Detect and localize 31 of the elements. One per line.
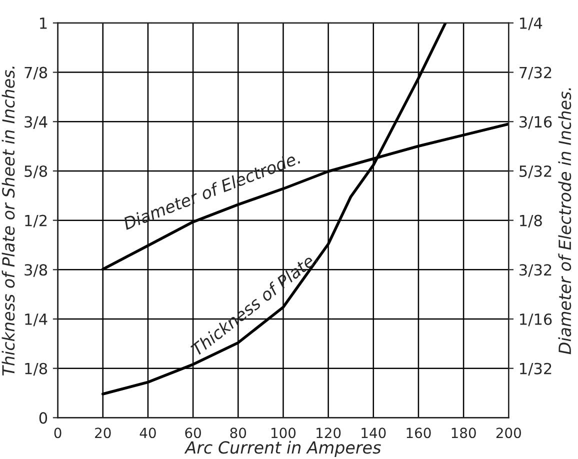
y-tick-label: 7/8 — [24, 66, 48, 80]
y-axis-title: Thickness of Plate or Sheet in Inches. — [2, 66, 15, 376]
x-axis-title: Arc Current in Amperes — [184, 440, 381, 457]
y2-tick-label: 3/16 — [520, 116, 552, 129]
x-tick-label: 80 — [230, 428, 246, 438]
x-tick-label: 100 — [271, 428, 296, 438]
y2-tick-label: 1/4 — [520, 18, 542, 30]
x-tick-label: 200 — [496, 428, 521, 438]
y2-tick-label: 1/32 — [520, 362, 552, 376]
y-tick-label: 1/8 — [25, 362, 48, 376]
x-tick-label: 60 — [185, 428, 201, 438]
x-tick-label: 140 — [362, 428, 386, 438]
x-tick-label: 40 — [140, 428, 156, 438]
y-tick-label: 5/8 — [24, 165, 48, 178]
y2-tick-label: 1/8 — [520, 214, 542, 228]
y-tick-label: 1 — [40, 18, 47, 29]
x-tick-label: 20 — [95, 428, 111, 438]
y2-axis-title: Diameter of Electrode in Inches. — [558, 88, 572, 354]
y-tick-label: 1/2 — [25, 214, 47, 228]
x-tick-label: 160 — [406, 428, 431, 438]
y-tick-label: 1/4 — [25, 314, 48, 326]
y-tick-label: 3/8 — [24, 264, 48, 277]
x-tick-label: 180 — [452, 428, 476, 438]
x-tick-label: 0 — [54, 428, 62, 438]
y-tick-label: 0 — [39, 412, 48, 424]
y2-tick-label: 1/16 — [520, 313, 552, 326]
y2-tick-label: 5/32 — [520, 165, 552, 178]
y2-tick-label: 3/32 — [520, 264, 552, 277]
x-tick-label: 120 — [316, 428, 341, 438]
y-tick-label: 3/4 — [24, 116, 48, 129]
y2-tick-label: 7/32 — [520, 66, 552, 80]
